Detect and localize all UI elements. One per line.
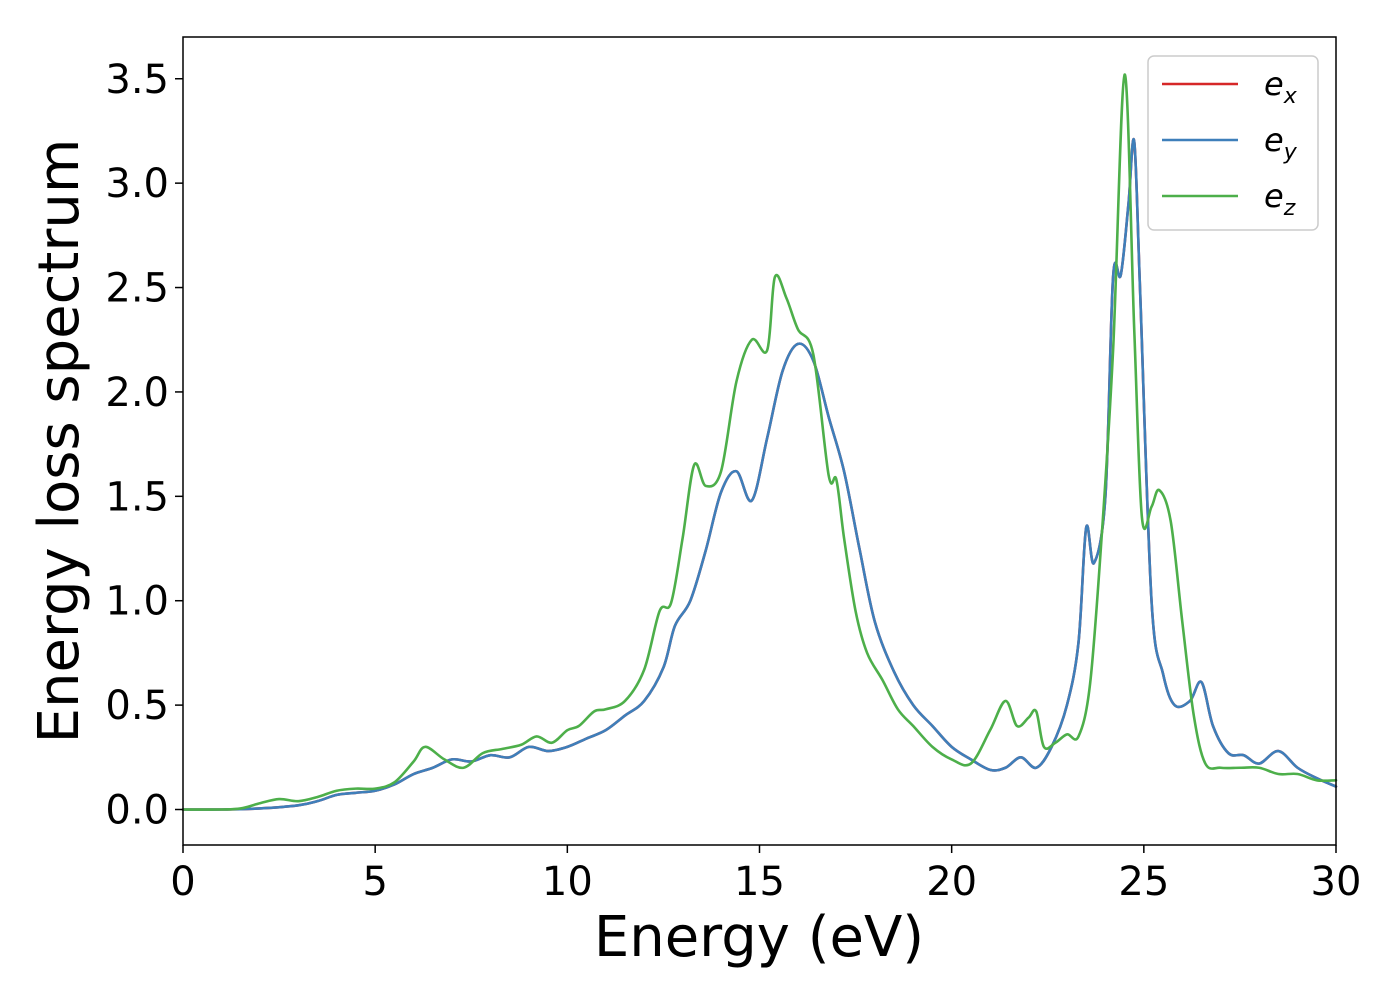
series-layer	[181, 73, 1338, 811]
x-tick-label: 15	[734, 859, 785, 905]
x-axis-label: Energy (eV)	[594, 905, 924, 970]
y-tick-label: 2.0	[105, 370, 169, 416]
x-tick-label: 10	[542, 859, 593, 905]
y-tick-label: 3.5	[105, 57, 169, 103]
y-tick-label: 1.5	[105, 474, 169, 520]
y-tick-label: 3.0	[105, 161, 169, 207]
legend-frame	[1147, 55, 1319, 231]
y-axis-label: Energy loss spectrum	[27, 139, 92, 744]
plot-area	[183, 37, 1336, 845]
legend-label-subscript: x	[1283, 84, 1298, 109]
x-tick-label: 25	[1118, 859, 1169, 905]
x-axis: 0 5 10 15 20 25 30	[170, 845, 1361, 905]
y-tick-label: 0.5	[105, 683, 169, 729]
y-tick-label: 0.0	[105, 788, 169, 834]
y-axis: 0.0 0.5 1.0 1.5 2.0 2.5 3.0 3.5	[105, 57, 183, 834]
legend-label-subscript: z	[1283, 196, 1296, 221]
legend-label-subscript: y	[1283, 140, 1298, 165]
series-line-e-z	[181, 73, 1338, 811]
x-tick-label: 0	[170, 859, 195, 905]
y-tick-label: 1.0	[105, 579, 169, 625]
legend-label-e-y: ey	[1264, 121, 1298, 165]
x-tick-label: 5	[362, 859, 387, 905]
y-tick-label: 2.5	[105, 266, 169, 312]
x-tick-label: 30	[1311, 859, 1362, 905]
x-tick-label: 20	[926, 859, 977, 905]
